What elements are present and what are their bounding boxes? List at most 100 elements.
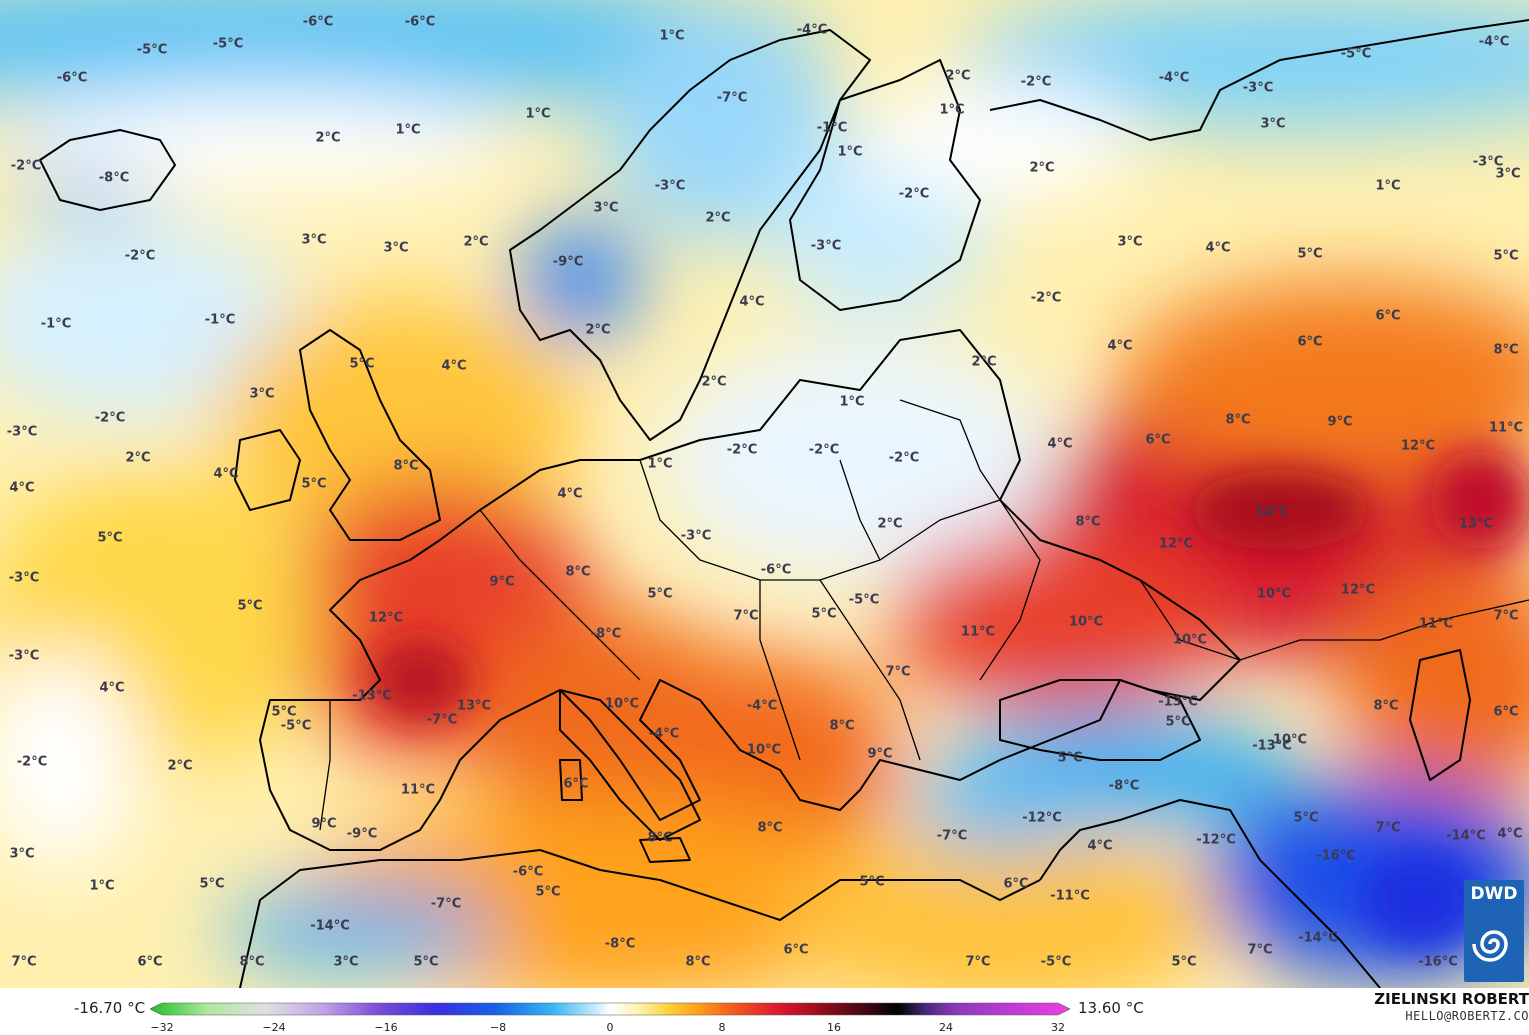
temperature-label: 10°C [604,696,640,712]
temperature-label: -1°C [40,316,72,332]
temperature-label: 8°C [647,830,673,846]
temperature-label: -13°C [1158,694,1198,710]
temperature-label: 2°C [877,516,903,532]
temperature-label: 4°C [557,486,583,502]
temperature-label: 1°C [1375,178,1401,194]
temperature-label: 1°C [837,144,863,160]
temperature-label: -3°C [8,570,40,586]
temperature-label: -7°C [716,90,748,106]
temperature-label: -4°C [746,698,778,714]
colorbar-gradient [150,1002,1070,1016]
temperature-label: 11°C [1488,420,1524,436]
temperature-label: -16°C [1418,954,1458,970]
temperature-label: 11°C [960,624,996,640]
temperature-label: 2°C [167,758,193,774]
colorbar-tick-label: 0 [606,1021,614,1034]
temperature-label: -2°C [10,158,42,174]
temperature-label: 9°C [311,816,337,832]
coastlines [39,19,1529,988]
temperature-label: 5°C [647,586,673,602]
temperature-label: -13°C [1252,738,1292,754]
temperature-label: 3°C [1117,234,1143,250]
temperature-label: -14°C [310,918,350,934]
temperature-label: -5°C [280,718,312,734]
temperature-label: 11°C [400,782,436,798]
temperature-label: 12°C [1340,582,1376,598]
temperature-label: -2°C [16,754,48,770]
temperature-label: -3°C [1242,80,1274,96]
temperature-label: 5°C [413,954,439,970]
temperature-label: 6°C [1493,704,1519,720]
temperature-label: -9°C [346,826,378,842]
temperature-label: -8°C [98,170,130,186]
temperature-label: 5°C [535,884,561,900]
temperature-label: 5°C [1057,750,1083,766]
temperature-label: 7°C [1493,608,1519,624]
temperature-label: 7°C [965,954,991,970]
temperature-label: 5°C [1165,714,1191,730]
temperature-label: 5°C [859,874,885,890]
temperature-label: 4°C [1205,240,1231,256]
temperature-label: -3°C [6,424,38,440]
temperature-label: 9°C [1327,414,1353,430]
temperature-label: -3°C [680,528,712,544]
temperature-peaks [370,450,1529,950]
temperature-label: 5°C [1293,810,1319,826]
temperature-label: -11°C [1050,888,1090,904]
temperature-label: 2°C [971,354,997,370]
temperature-label: -8°C [1108,778,1140,794]
temperature-label: 12°C [368,610,404,626]
colorbar-tick-label: 8 [718,1021,726,1034]
temperature-label: 5°C [1297,246,1323,262]
colorbar-tick-label: −24 [262,1021,286,1034]
temperature-label: 4°C [1087,838,1113,854]
temperature-label: -12°C [1022,810,1062,826]
temperature-label: 13°C [1458,516,1494,532]
temperature-label: 3°C [593,200,619,216]
temperature-label: 3°C [333,954,359,970]
temperature-label: 6°C [1297,334,1323,350]
temperature-label: -6°C [56,70,88,86]
temperature-label: 8°C [565,564,591,580]
temperature-label: -2°C [808,442,840,458]
temperature-label: 5°C [237,598,263,614]
temperature-label: 4°C [1107,338,1133,354]
temperature-label: 3°C [383,240,409,256]
temperature-label: -4°C [1478,34,1510,50]
temperature-label: 7°C [733,608,759,624]
temperature-label: 8°C [1373,698,1399,714]
temperature-label: -4°C [796,22,828,38]
temperature-label: 3°C [301,232,327,248]
temperature-label: -5°C [1040,954,1072,970]
temperature-label: 12°C [1158,536,1194,552]
temperature-label: 6°C [1003,876,1029,892]
temperature-label: 2°C [585,322,611,338]
temperature-field [0,0,1529,988]
temperature-label: -8°C [590,626,622,642]
temperature-label: -7°C [430,896,462,912]
min-temperature: -16.70 °C [74,999,146,1017]
colorbar-tick-label: −8 [489,1021,507,1034]
temperature-label: 7°C [885,664,911,680]
temperature-label: 2°C [463,234,489,250]
temperature-label: -5°C [848,592,880,608]
temperature-label: 2°C [315,130,341,146]
temperature-label: 7°C [1247,942,1273,958]
temperature-label: 1°C [89,878,115,894]
colorbar-tick-label: −16 [374,1021,398,1034]
temperature-label: 10°C [1272,732,1308,748]
temperature-label: -3°C [8,648,40,664]
temperature-label: 6°C [1145,432,1171,448]
temperature-label: 1°C [525,106,551,122]
temperature-label: -14°C [1446,828,1486,844]
temperature-label: 4°C [213,466,239,482]
temperature-label: 7°C [11,954,37,970]
temperature-label: 14°C [1254,504,1290,520]
temperature-label: 7°C [1375,820,1401,836]
map-canvas [0,0,1529,988]
temperature-label: 12°C [1400,438,1436,454]
temperature-label: -4°C [1158,70,1190,86]
temperature-label: 5°C [811,606,837,622]
temperature-label: 8°C [1075,514,1101,530]
temperature-label: -1°C [816,120,848,136]
